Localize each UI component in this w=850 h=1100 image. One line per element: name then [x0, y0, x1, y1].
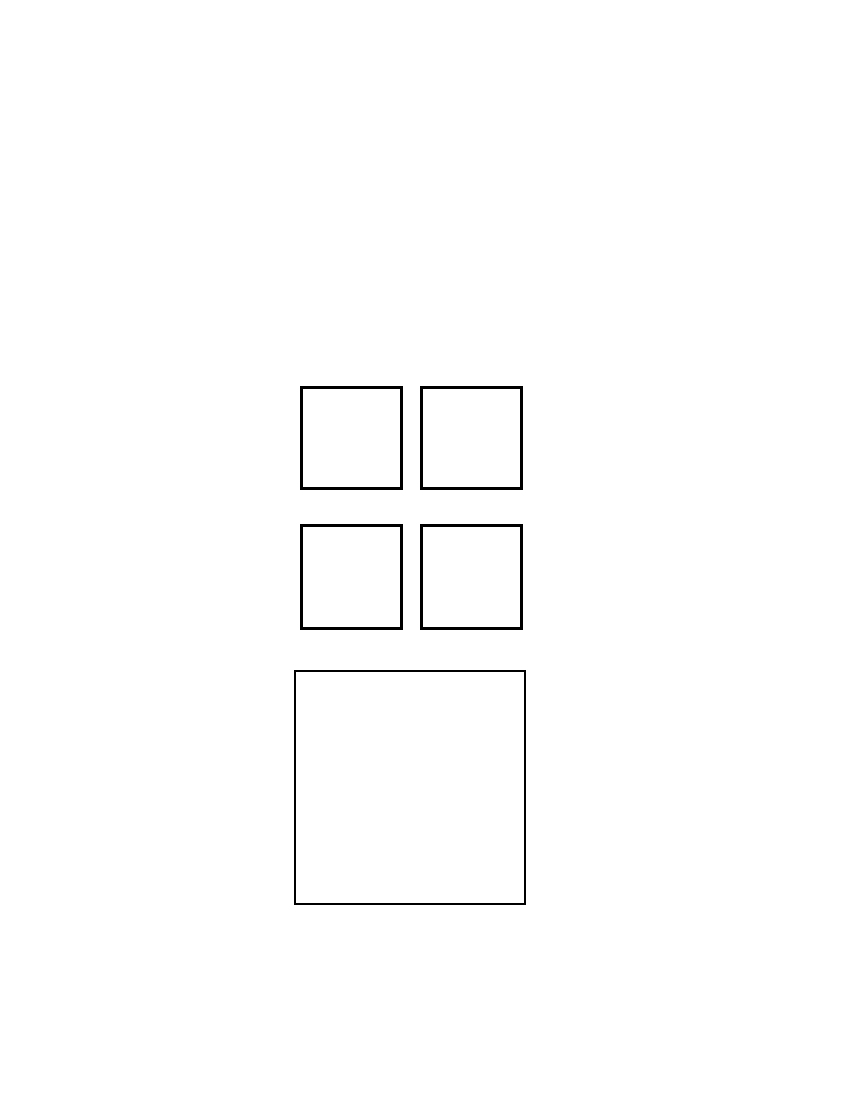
contour-labels-layer: [296, 672, 524, 903]
particle-motion-plot-left: [303, 527, 400, 627]
fast-slow-panel-right: [420, 386, 523, 490]
particle-motion-panel-left: [300, 524, 403, 630]
splitting-energy-map: [296, 672, 524, 903]
waveform-plot: [290, 160, 530, 332]
particle-motion-plot-right: [423, 527, 520, 627]
particle-motion-panel-right: [420, 524, 523, 630]
fast-slow-plot-left: [303, 389, 400, 487]
fast-slow-plot-right: [423, 389, 520, 487]
splitting-map-frame: [294, 670, 526, 905]
fast-slow-panel-left: [300, 386, 403, 490]
